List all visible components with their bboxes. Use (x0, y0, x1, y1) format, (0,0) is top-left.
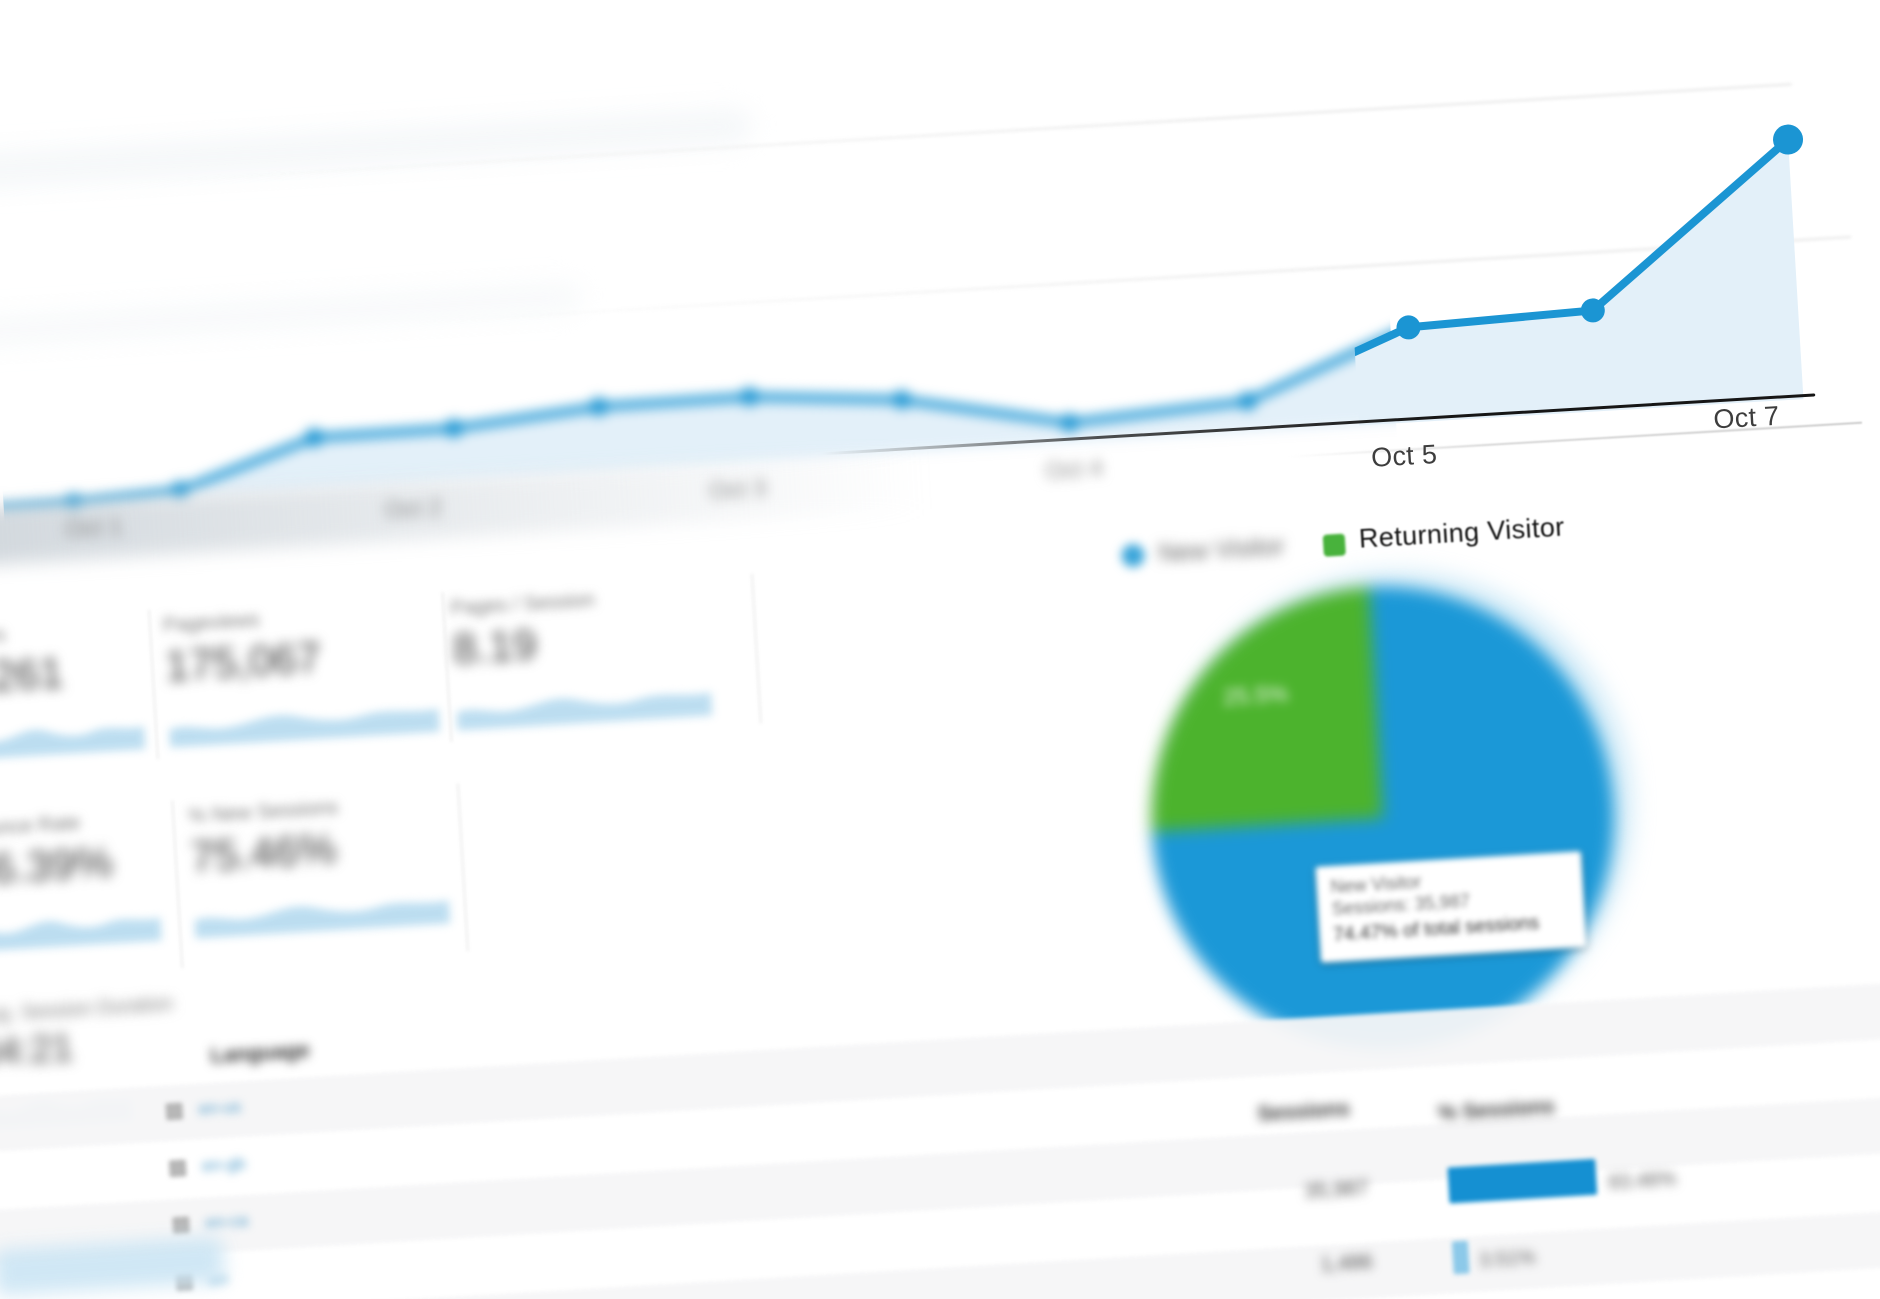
table-row-link[interactable]: en-us (198, 1097, 242, 1119)
metric-card-new-sessions[interactable]: % New Sessions 75.46% (188, 790, 463, 939)
percent-value: 83.46% (1607, 1168, 1677, 1195)
x-tick-label: Oct 4 (1044, 454, 1104, 486)
x-tick-label-oct7: Oct 7 (1712, 400, 1781, 435)
data-point-dots (1386, 124, 1814, 340)
metric-label: Avg. Session Duration (0, 992, 174, 1027)
metric-value: 04:21 (0, 1026, 75, 1075)
metric-sparkline (169, 708, 440, 748)
row-checkbox[interactable] (172, 1216, 191, 1235)
metric-sparkline (0, 917, 162, 952)
metric-card-pages-per-session[interactable]: Pages / Session 8.19 (450, 580, 757, 731)
x-tick-label: Oct 3 (708, 474, 768, 506)
row-checkbox[interactable] (165, 1102, 184, 1121)
metric-sparkline (456, 692, 713, 731)
metric-card-users[interactable]: Users 5,261 (0, 616, 150, 761)
pie-tooltip: New Visitor Sessions: 35,987 74.47% of t… (1315, 851, 1587, 963)
pie-slice-percentage-label: 25.5% (1222, 680, 1289, 711)
metric-card-pageviews[interactable]: Pageviews 175,067 (162, 598, 447, 748)
metric-card-bounce-rate[interactable]: Bounce Rate 46.39% (0, 807, 172, 952)
percent-value: 3.51% (1478, 1246, 1537, 1272)
row-checkbox[interactable] (168, 1159, 187, 1178)
percent-bar (1451, 1240, 1470, 1275)
table-row-link[interactable]: en-gb (201, 1153, 247, 1176)
table-row-link[interactable]: en-ca (204, 1210, 249, 1233)
x-tick-label-oct5: Oct 5 (1370, 438, 1438, 473)
metric-value: 5,261 (0, 648, 65, 704)
legend-swatch-returning-visitor[interactable] (1322, 533, 1346, 557)
x-tick-label: Oct 1 (64, 513, 124, 544)
metric-value: 75.46% (189, 824, 338, 882)
metric-sparkline (0, 726, 146, 761)
metric-value: 46.39% (0, 838, 115, 895)
metric-value: 175,067 (164, 633, 323, 691)
x-tick-label: Oct 2 (383, 494, 443, 525)
metric-sparkline (194, 900, 451, 939)
